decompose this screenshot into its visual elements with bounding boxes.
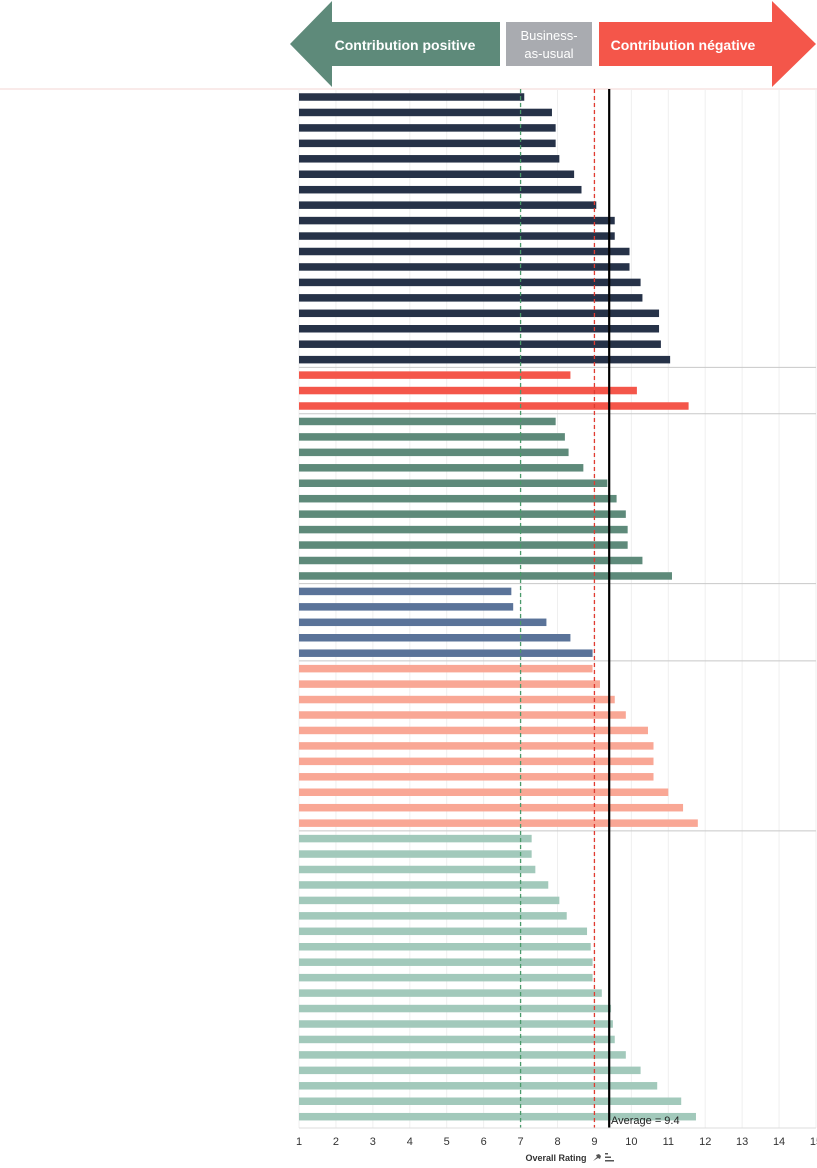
x-tick-label: 12: [699, 1136, 711, 1148]
reference-lines: [519, 89, 611, 1128]
bar[interactable]: [299, 263, 630, 271]
bar[interactable]: [299, 850, 532, 858]
bar[interactable]: [299, 742, 654, 750]
bar[interactable]: [299, 572, 672, 580]
bar[interactable]: [299, 834, 532, 843]
bar[interactable]: [299, 556, 643, 565]
bar[interactable]: [299, 108, 552, 117]
sort-icon[interactable]: [605, 1153, 614, 1162]
bar[interactable]: [299, 433, 565, 441]
bar[interactable]: [299, 1097, 682, 1106]
bau-label-line1: Business-: [520, 28, 577, 43]
bar[interactable]: [299, 93, 525, 101]
bar[interactable]: [299, 294, 643, 302]
x-tick-label: 5: [444, 1136, 450, 1148]
bar[interactable]: [299, 711, 626, 719]
bar[interactable]: [299, 247, 630, 256]
bar[interactable]: [299, 664, 593, 673]
x-tick-label: 13: [736, 1136, 748, 1148]
negative-arrow: [599, 1, 816, 87]
x-axis-label: Overall Rating: [525, 1153, 586, 1163]
header-legend: Contribution positive Business- as-usual…: [290, 1, 816, 87]
bar[interactable]: [299, 185, 582, 194]
bar[interactable]: [299, 773, 654, 781]
x-tick-label: 14: [773, 1136, 785, 1148]
bar[interactable]: [299, 989, 602, 997]
bar[interactable]: [299, 464, 584, 472]
bar[interactable]: [299, 881, 549, 889]
bar[interactable]: [299, 1035, 615, 1044]
bar[interactable]: [299, 634, 571, 642]
bar[interactable]: [299, 386, 637, 395]
bar[interactable]: [299, 525, 628, 534]
bar[interactable]: [299, 340, 661, 348]
bar[interactable]: [299, 1051, 626, 1059]
bar[interactable]: [299, 139, 556, 148]
positive-label: Contribution positive: [335, 37, 476, 53]
x-tick-label: 15: [810, 1136, 817, 1148]
x-axis: 123456789101112131415: [296, 1127, 817, 1148]
bar[interactable]: [299, 541, 628, 549]
bar[interactable]: [299, 1020, 613, 1028]
bar[interactable]: [299, 325, 660, 333]
bar[interactable]: [299, 865, 536, 874]
bar[interactable]: [299, 1004, 612, 1013]
bar[interactable]: [299, 355, 671, 364]
bar[interactable]: [299, 1082, 658, 1090]
x-tick-label: 3: [370, 1136, 376, 1148]
bar[interactable]: [299, 124, 556, 132]
x-tick-label: 7: [518, 1136, 524, 1148]
x-tick-label: 1: [296, 1136, 302, 1148]
bar[interactable]: [299, 448, 569, 457]
average-label: Average = 9.4: [611, 1115, 680, 1127]
bar[interactable]: [299, 649, 593, 657]
x-tick-label: 2: [333, 1136, 339, 1148]
x-tick-label: 4: [407, 1136, 413, 1148]
bar[interactable]: [299, 510, 626, 518]
bar[interactable]: [299, 680, 600, 688]
bar[interactable]: [299, 757, 654, 766]
bar[interactable]: [299, 479, 608, 488]
bar[interactable]: [299, 973, 593, 982]
bar[interactable]: [299, 803, 684, 812]
x-tick-label: 9: [591, 1136, 597, 1148]
x-tick-label: 8: [554, 1136, 560, 1148]
x-tick-label: 6: [481, 1136, 487, 1148]
bar[interactable]: [299, 402, 689, 410]
bar[interactable]: [299, 1112, 696, 1121]
bau-label-line2: as-usual: [524, 46, 573, 61]
bar[interactable]: [299, 726, 648, 735]
positive-arrow: [290, 1, 500, 87]
bar[interactable]: [299, 896, 560, 905]
bar[interactable]: [299, 232, 615, 240]
x-tick-label: 10: [625, 1136, 637, 1148]
bar[interactable]: [299, 1066, 641, 1075]
bar[interactable]: [299, 927, 588, 936]
bar[interactable]: [299, 417, 556, 426]
bau-box: [506, 22, 592, 66]
bar[interactable]: [299, 587, 512, 596]
bar[interactable]: [299, 170, 575, 179]
bar[interactable]: [299, 309, 660, 318]
bar[interactable]: [299, 788, 669, 797]
bar[interactable]: [299, 371, 571, 379]
bar[interactable]: [299, 155, 560, 163]
negative-label: Contribution négative: [611, 37, 756, 53]
x-tick-label: 11: [663, 1136, 674, 1148]
pin-icon[interactable]: [593, 1154, 601, 1161]
bar[interactable]: [299, 912, 567, 920]
bar[interactable]: [299, 695, 615, 704]
bar[interactable]: [299, 819, 698, 827]
bars: [299, 93, 698, 1121]
bar[interactable]: [299, 958, 593, 966]
bar[interactable]: [299, 278, 641, 287]
bar[interactable]: [299, 618, 547, 627]
bar[interactable]: [299, 494, 617, 503]
bar[interactable]: [299, 943, 591, 951]
bar[interactable]: [299, 201, 597, 209]
bar[interactable]: [299, 216, 615, 225]
bar[interactable]: [299, 603, 514, 611]
